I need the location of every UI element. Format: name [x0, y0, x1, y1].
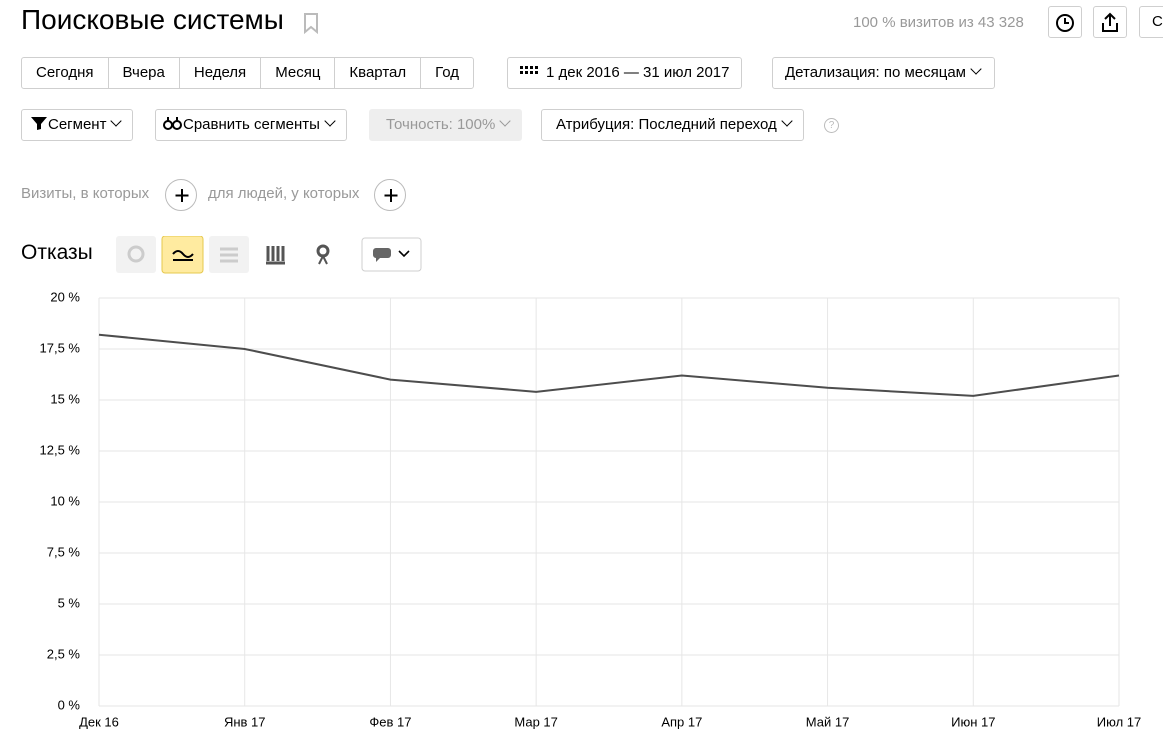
history-button[interactable]: [1048, 6, 1082, 38]
notes-dropdown[interactable]: [361, 237, 422, 272]
map-view-button[interactable]: [316, 244, 330, 265]
page-title: Поисковые системы: [21, 4, 284, 35]
period-button[interactable]: Вчера: [109, 58, 180, 88]
x-tick-label: Янв 17: [224, 714, 266, 729]
x-tick-label: Дек 16: [79, 714, 119, 729]
detail-text: Детализация: по месяцам: [785, 64, 966, 81]
chart-toolbar: [116, 236, 422, 274]
compare-text: Сравнить сегменты: [183, 116, 320, 133]
y-tick-label: 0 %: [58, 697, 81, 712]
x-tick-label: Май 17: [806, 714, 850, 729]
date-range[interactable]: 1 дек 2016 — 31 июл 2017: [507, 57, 743, 89]
add-people-condition[interactable]: [374, 179, 406, 211]
period-button[interactable]: Квартал: [335, 58, 422, 88]
x-tick-label: Фев 17: [369, 714, 411, 729]
attribution-dropdown[interactable]: Атрибуция: Последний переход: [541, 109, 804, 141]
period-button[interactable]: Год: [435, 64, 460, 81]
y-tick-label: 7,5 %: [47, 544, 81, 559]
period-button[interactable]: Месяц: [261, 58, 336, 88]
y-tick-label: 12,5 %: [40, 442, 81, 457]
cut-button[interactable]: С: [1139, 6, 1163, 38]
y-tick-label: 15 %: [50, 391, 80, 406]
x-tick-label: Июн 17: [951, 714, 995, 729]
export-button[interactable]: [1093, 6, 1127, 38]
compare-dropdown[interactable]: Сравнить сегменты: [155, 109, 347, 141]
help-icon[interactable]: ?: [824, 118, 839, 133]
visits-condition: Визиты, в которых: [21, 185, 150, 202]
people-condition: для людей, у которых: [208, 185, 360, 202]
x-tick-label: Июл 17: [1097, 714, 1141, 729]
period-group: Сегодня Вчера Неделя Месяц Квартал Год: [21, 57, 475, 89]
chart-title: Отказы: [21, 241, 93, 264]
date-range-text: 1 дек 2016 — 31 июл 2017: [546, 64, 730, 81]
bar-view-button[interactable]: [266, 246, 285, 265]
segment-dropdown[interactable]: Сегмент: [21, 109, 134, 141]
accuracy-text: Точность: 100%: [386, 116, 496, 133]
pie-view-button[interactable]: [116, 236, 156, 273]
accuracy-dropdown[interactable]: Точность: 100%: [369, 109, 523, 141]
y-tick-label: 17,5 %: [40, 340, 81, 355]
y-tick-label: 5 %: [58, 595, 81, 610]
period-button[interactable]: Неделя: [180, 58, 262, 88]
y-tick-label: 20 %: [50, 289, 80, 304]
chart: 0 % 2,5 % 5 % 7,5 % 10 % 12,5 % 15 % 17,5 % 20 %…: [40, 289, 1142, 729]
line-series: [98, 333, 1120, 397]
attribution-text: Атрибуция: Последний переход: [556, 116, 777, 133]
x-tick-label: Мар 17: [514, 714, 558, 729]
y-tick-label: 10 %: [50, 493, 80, 508]
x-tick-label: Апр 17: [661, 714, 702, 729]
y-tick-label: 2,5 %: [47, 646, 81, 661]
period-button[interactable]: Сегодня: [22, 58, 109, 88]
segment-text: Сегмент: [48, 116, 107, 133]
detail-dropdown[interactable]: Детализация: по месяцам: [772, 57, 995, 89]
visits-info: 100 % визитов из 43 328: [853, 14, 1024, 31]
bookmark-icon[interactable]: [303, 12, 319, 34]
add-visit-condition[interactable]: [165, 179, 197, 211]
